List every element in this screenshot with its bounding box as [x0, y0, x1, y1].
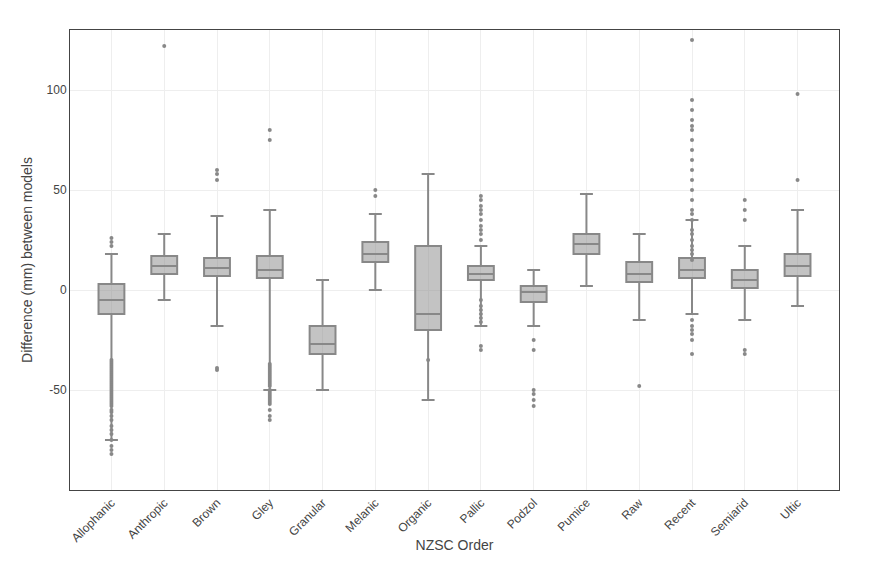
- svg-text:Raw: Raw: [619, 496, 646, 523]
- svg-text:Semiarid: Semiarid: [708, 496, 751, 539]
- svg-text:Brown: Brown: [189, 496, 223, 530]
- svg-text:Granular: Granular: [286, 496, 329, 539]
- svg-text:Organic: Organic: [395, 496, 435, 536]
- svg-text:-50: -50: [49, 383, 67, 397]
- svg-text:Pallic: Pallic: [457, 496, 487, 526]
- svg-text:Ultic: Ultic: [778, 496, 804, 522]
- svg-text:NZSC Order: NZSC Order: [416, 537, 494, 553]
- svg-text:Difference (mm) between models: Difference (mm) between models: [19, 157, 35, 363]
- svg-text:50: 50: [53, 183, 67, 197]
- svg-text:Anthropic: Anthropic: [125, 496, 171, 542]
- svg-text:Gley: Gley: [249, 496, 276, 523]
- svg-text:Allophanic: Allophanic: [69, 496, 118, 545]
- svg-text:0: 0: [60, 283, 67, 297]
- svg-text:Recent: Recent: [662, 495, 699, 532]
- svg-text:100: 100: [47, 83, 67, 97]
- svg-text:Pumice: Pumice: [555, 496, 593, 534]
- svg-text:Melanic: Melanic: [343, 496, 382, 535]
- svg-text:Podzol: Podzol: [504, 496, 540, 532]
